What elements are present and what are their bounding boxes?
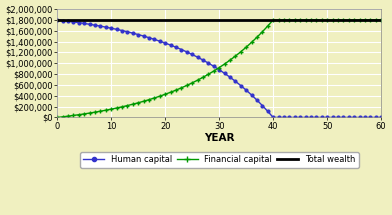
Financial capital: [341, 19, 346, 21]
Financial capital: [379, 19, 383, 21]
Line: Financial capital: Financial capital: [56, 18, 383, 119]
Total wealth: [233, 19, 238, 21]
Human capital: [249, 94, 254, 96]
Total wealth: [379, 19, 383, 21]
Total wealth: [347, 19, 351, 21]
Total wealth: [125, 19, 130, 21]
Financial capital: [168, 91, 173, 94]
X-axis label: YEAR: YEAR: [204, 133, 234, 143]
Total wealth: [265, 19, 270, 21]
Human capital: [120, 29, 124, 32]
Financial capital: [228, 59, 232, 61]
Financial capital: [55, 116, 60, 119]
Total wealth: [55, 19, 60, 21]
Total wealth: [255, 19, 260, 21]
Legend: Human capital, Financial capital, Total wealth: Human capital, Financial capital, Total …: [80, 152, 359, 168]
Financial capital: [249, 41, 254, 44]
Human capital: [341, 116, 346, 119]
Human capital: [379, 116, 383, 119]
Human capital: [228, 76, 232, 78]
Financial capital: [131, 103, 135, 106]
Line: Human capital: Human capital: [56, 18, 383, 119]
Total wealth: [136, 19, 141, 21]
Financial capital: [120, 106, 124, 108]
Total wealth: [174, 19, 178, 21]
Human capital: [168, 44, 173, 46]
Financial capital: [271, 19, 276, 21]
Human capital: [131, 32, 135, 34]
Human capital: [55, 19, 60, 21]
Total wealth: [66, 19, 71, 21]
Human capital: [271, 116, 276, 119]
